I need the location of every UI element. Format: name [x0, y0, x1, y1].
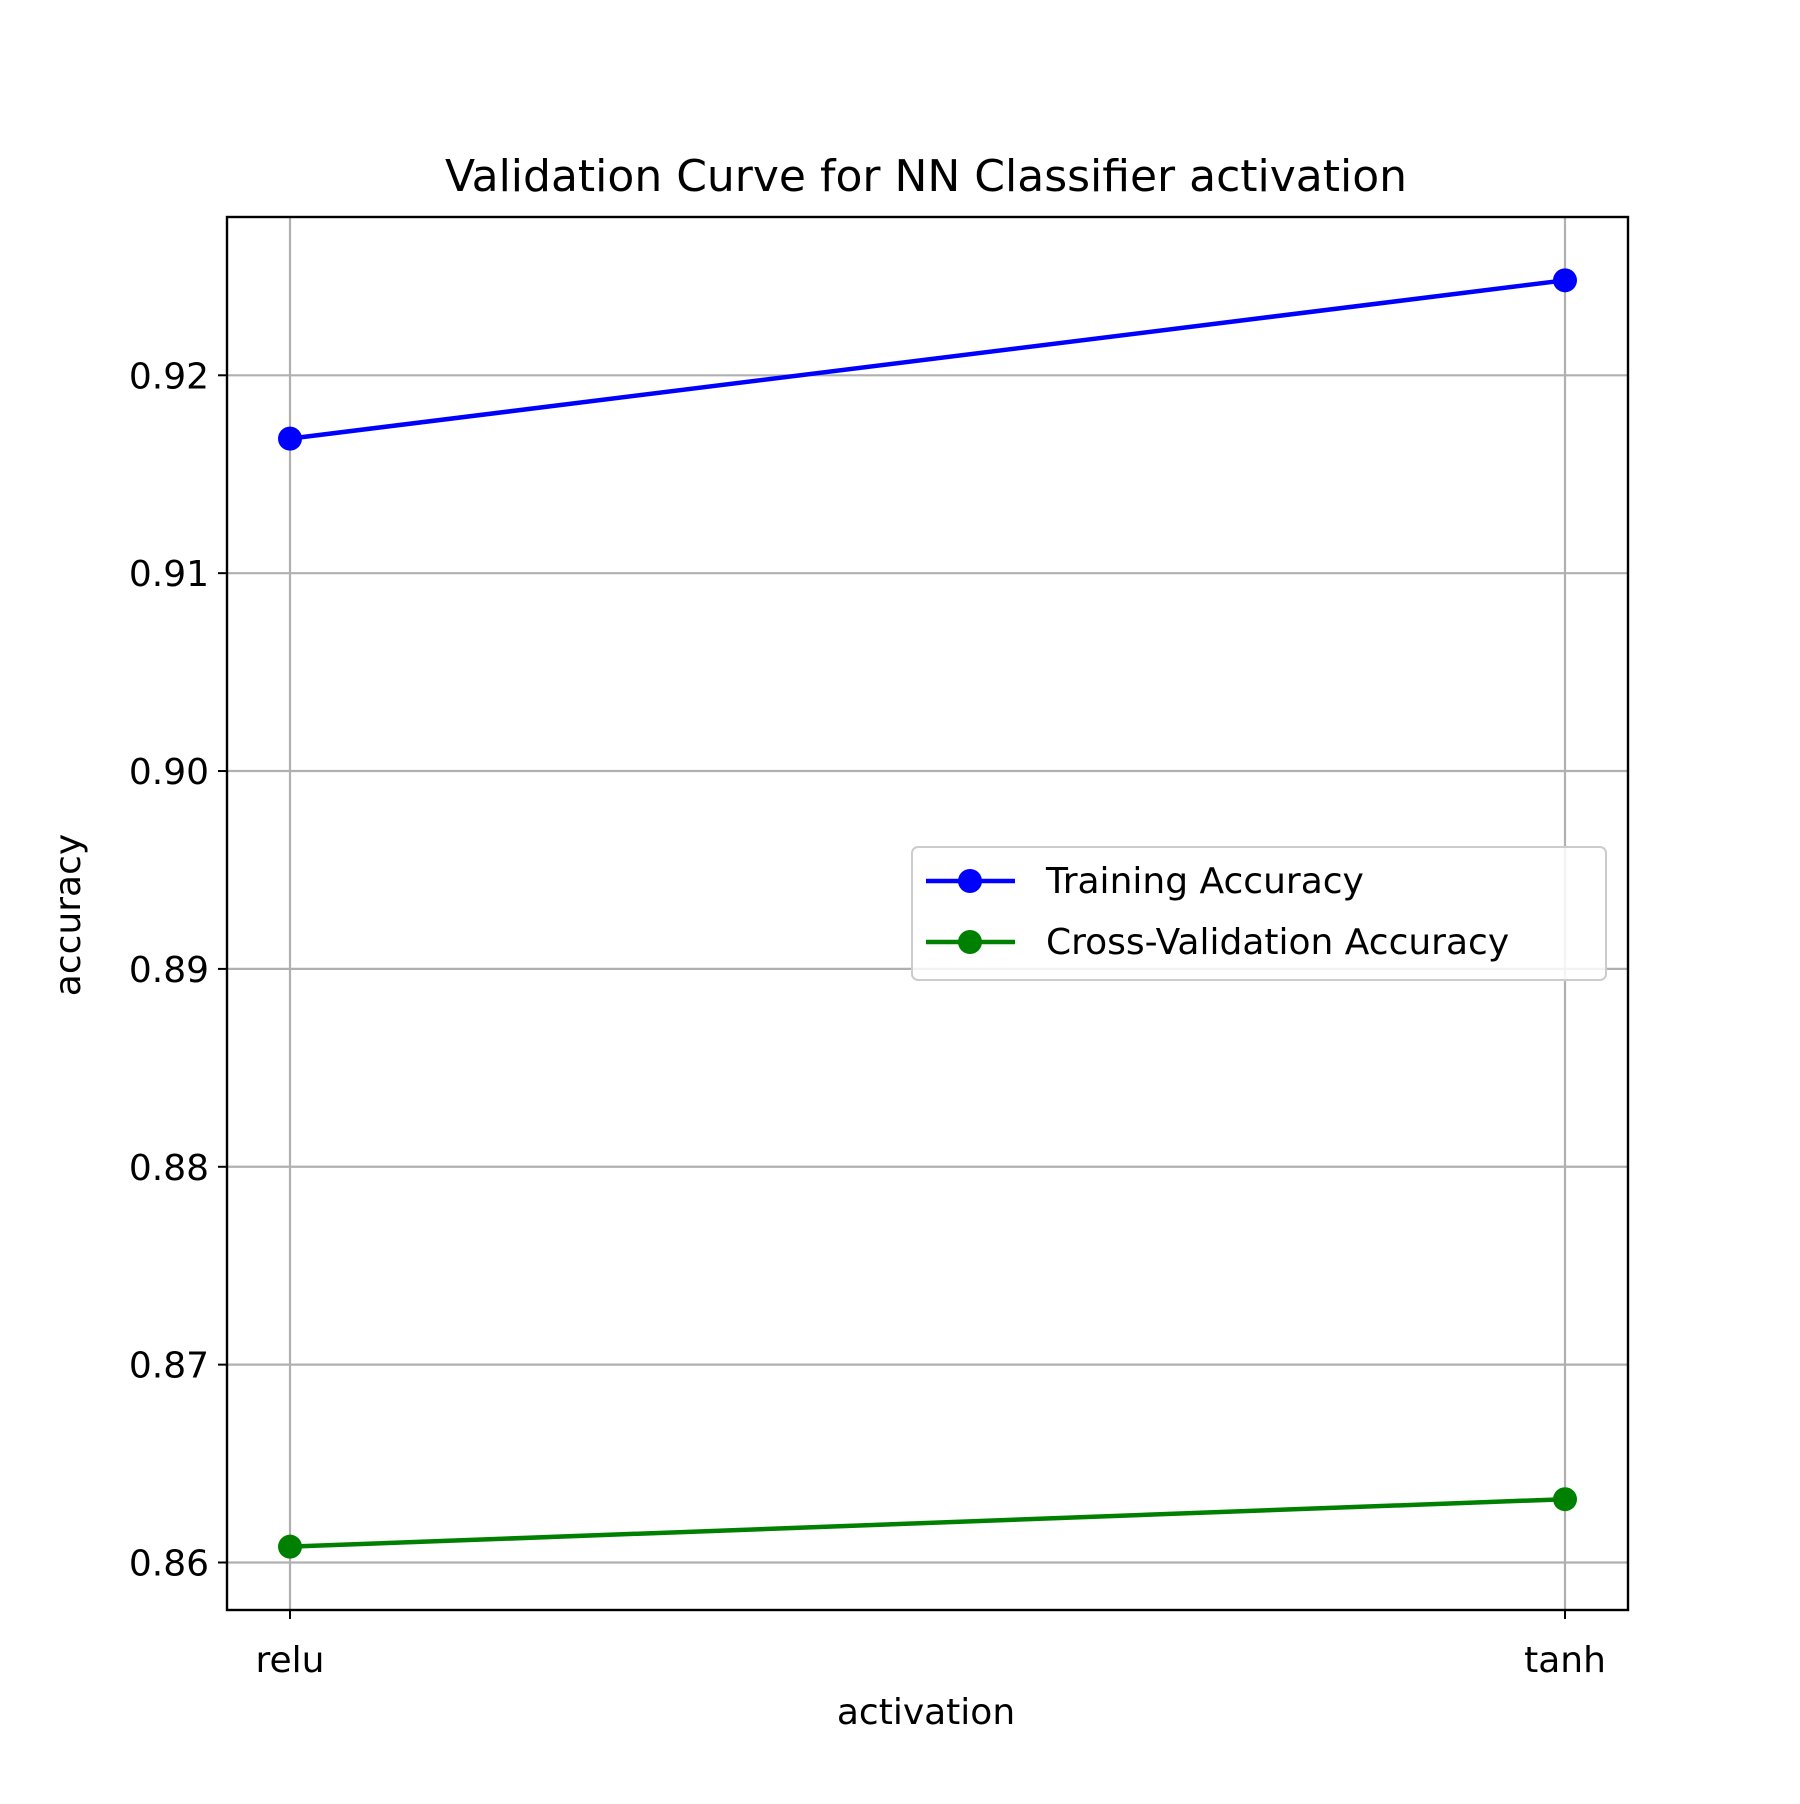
x-axis-label: activation: [837, 1692, 1015, 1733]
data-point: [1553, 268, 1577, 293]
chart-title: Validation Curve for NN Classifier activ…: [445, 151, 1407, 202]
series-layer: [278, 268, 1577, 1559]
y-tick-label: 0.86: [129, 1544, 209, 1585]
series-line: [289, 1496, 1566, 1549]
plot-area-frame: [225, 215, 1630, 1612]
series-training: [278, 268, 1577, 451]
y-axis-label: accuracy: [48, 834, 89, 996]
legend-entry-training: Training Accuracy: [926, 861, 1364, 902]
legend-label-training: Training Accuracy: [1045, 861, 1364, 902]
series-line: [289, 278, 1566, 441]
y-tick-label: 0.87: [129, 1346, 209, 1387]
y-tick-label: 0.88: [129, 1148, 209, 1189]
x-tick-label: tanh: [1524, 1640, 1606, 1681]
x-tick-label: relu: [256, 1640, 325, 1681]
legend-marker-training: [958, 869, 982, 893]
y-tick-label: 0.91: [129, 554, 209, 595]
series-cross-validation: [278, 1487, 1577, 1559]
data-point: [278, 426, 302, 451]
y-tick-label: 0.90: [129, 752, 209, 793]
legend-entry-cross-validation: Cross-Validation Accuracy: [926, 922, 1509, 963]
data-point: [278, 1534, 302, 1559]
axis-ticks: 0.86 0.87 0.88 0.89 0.90 0.91 0.92 relu tanh: [129, 356, 1606, 1681]
legend-frame: [911, 846, 1607, 981]
data-point: [1553, 1487, 1577, 1512]
legend-label-cross-validation: Cross-Validation Accuracy: [1046, 922, 1509, 963]
legend: Training Accuracy Cross-Validation Accur…: [911, 846, 1607, 981]
y-tick-label: 0.89: [129, 950, 209, 991]
legend-marker-cross-validation: [958, 930, 982, 954]
y-tick-label: 0.92: [129, 356, 209, 397]
